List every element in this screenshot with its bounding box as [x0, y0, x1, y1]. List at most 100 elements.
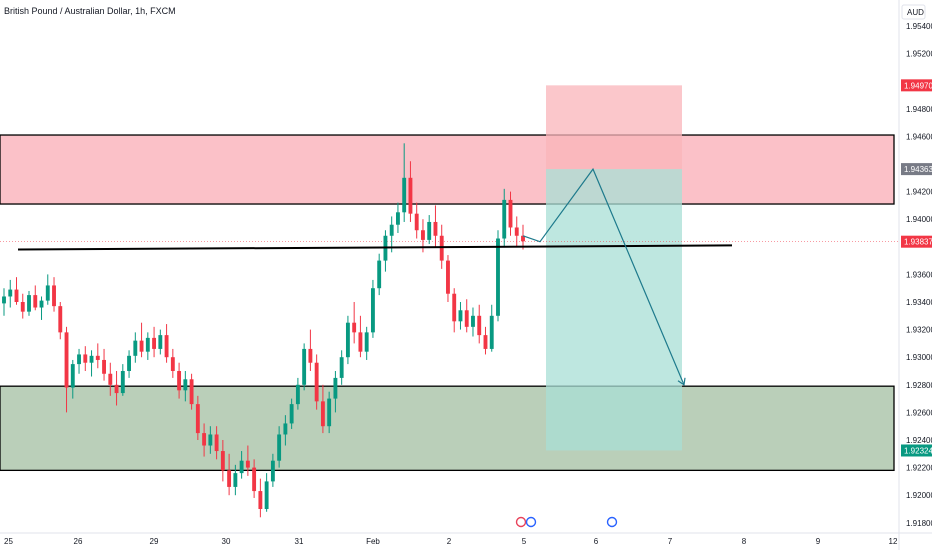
price-badge	[901, 235, 932, 248]
candle-body	[239, 460, 244, 474]
candle-body	[496, 238, 500, 316]
candle-body	[127, 355, 131, 371]
resistance-zone	[0, 134, 895, 205]
candle-body	[389, 224, 394, 236]
candle-body	[45, 285, 50, 301]
candle-body	[158, 335, 163, 349]
stop-loss-box	[546, 85, 682, 170]
candle-body	[95, 355, 100, 360]
candle-body	[8, 289, 13, 297]
candle-body	[352, 322, 357, 333]
price-tick-label: 1.92600	[906, 408, 932, 417]
event-icon	[515, 516, 527, 528]
candle-body	[20, 302, 25, 312]
candle-body	[364, 332, 369, 352]
time-tick-label: 7	[668, 537, 673, 546]
take-profit-box	[546, 169, 682, 451]
candle-body	[139, 340, 144, 352]
event-icon	[525, 516, 537, 528]
candle-body	[145, 337, 150, 352]
candle-body	[446, 260, 450, 294]
price-tick-label: 1.91800	[906, 519, 932, 528]
candle-body	[452, 293, 457, 322]
time-tick-label: 8	[742, 537, 747, 546]
candle-body	[377, 260, 382, 289]
candle-body	[408, 177, 413, 214]
candle-body	[83, 354, 88, 363]
price-badge	[901, 163, 932, 176]
price-tick-label: 1.93000	[906, 353, 932, 362]
candle-body	[27, 295, 31, 312]
trend-line	[17, 244, 733, 251]
price-tick-label: 1.92200	[906, 464, 932, 473]
candle-body	[308, 348, 313, 363]
price-badge-label: 1.92324	[904, 446, 932, 455]
candle-body	[489, 315, 494, 349]
time-tick-label: 30	[222, 537, 231, 546]
candle-body	[464, 310, 469, 327]
candle-body	[77, 354, 81, 365]
candle-body	[283, 423, 288, 435]
currency-label: AUD	[907, 8, 924, 17]
candle-body	[152, 337, 157, 349]
candle-body	[458, 310, 463, 322]
price-tick-label: 1.92000	[906, 491, 932, 500]
candle-body	[133, 340, 138, 356]
candle-body	[433, 221, 438, 236]
candle-body	[427, 221, 432, 240]
candle-body	[333, 377, 338, 399]
candle-body	[208, 434, 213, 446]
price-tick-label: 1.95200	[906, 50, 932, 59]
candle-body	[183, 379, 188, 391]
candle-body	[58, 306, 63, 333]
candle-body	[70, 364, 75, 388]
time-tick-label: 2	[447, 537, 452, 546]
price-tick-label: 1.94000	[906, 215, 932, 224]
candle-body	[302, 348, 307, 385]
candle-body	[108, 373, 113, 385]
candle-body	[439, 235, 444, 261]
candle-body	[396, 212, 400, 225]
candle-body	[39, 300, 44, 308]
candle-body	[521, 235, 525, 242]
candle-body	[258, 491, 263, 509]
candle-body	[189, 379, 194, 405]
candle-body	[252, 467, 257, 492]
candle-body	[414, 213, 419, 231]
price-tick-label: 1.93600	[906, 270, 932, 279]
candle-body	[14, 289, 19, 302]
candle-body	[227, 470, 232, 487]
price-badge-label: 1.93837	[904, 238, 932, 247]
candle-body	[164, 335, 169, 358]
candle-body	[314, 362, 319, 402]
candle-body	[483, 335, 488, 349]
candle-body	[327, 398, 332, 427]
candle-body	[2, 296, 6, 304]
price-axis: 1.95400 1.95200 1.94800 1.94600 1.94200 1.940…	[906, 22, 932, 528]
time-tick-label: 31	[295, 537, 304, 546]
time-tick-label: 12	[889, 537, 898, 546]
candle-body	[195, 404, 200, 434]
projection-arrow-head	[677, 377, 686, 386]
candle-body	[89, 355, 94, 363]
candle-body	[295, 384, 300, 405]
candle-body	[52, 285, 56, 307]
price-badge	[901, 79, 932, 92]
candle-body	[508, 199, 513, 228]
candle-body	[471, 315, 475, 327]
candle-body	[177, 371, 182, 391]
support-zone	[0, 385, 895, 472]
candle-body	[64, 332, 69, 388]
price-tick-label: 1.92400	[906, 436, 932, 445]
price-badge-label: 1.94363	[904, 165, 932, 174]
event-icon	[606, 516, 618, 528]
candle-body	[277, 434, 282, 461]
candle-body	[214, 434, 219, 452]
candle-body	[114, 384, 119, 394]
candle-body	[345, 322, 350, 358]
candle-body	[270, 460, 275, 482]
candle-body	[502, 199, 507, 239]
candle-body	[514, 227, 519, 236]
